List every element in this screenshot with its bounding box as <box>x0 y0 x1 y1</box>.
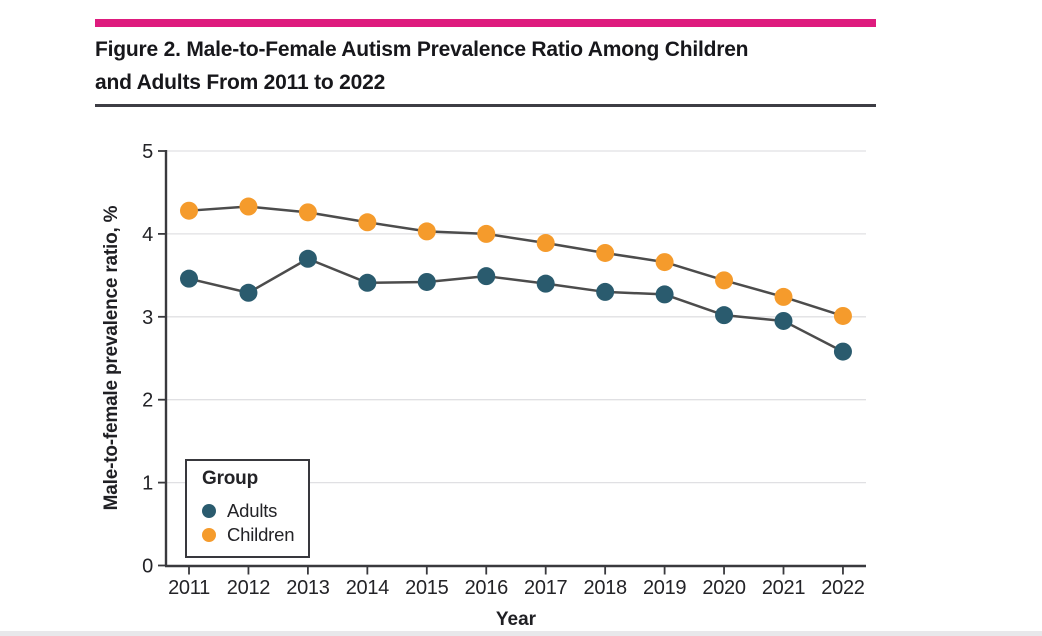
x-tick-label-2018: 2018 <box>584 577 627 599</box>
x-tick-label-2011: 2011 <box>168 577 210 599</box>
data-point-adults-2012 <box>239 283 258 302</box>
data-point-children-2015 <box>417 222 436 241</box>
data-point-adults-2021 <box>774 311 793 330</box>
data-point-adults-2020 <box>715 306 734 325</box>
data-point-children-2012 <box>239 197 258 216</box>
data-point-children-2016 <box>477 224 496 243</box>
data-point-children-2017 <box>536 234 555 253</box>
figure-title-line1: Figure 2. Male-to-Female Autism Prevalen… <box>95 38 749 61</box>
legend-item-children: Children <box>202 523 308 547</box>
data-point-adults-2019 <box>655 285 674 304</box>
data-point-children-2018 <box>596 243 615 262</box>
x-tick-label-2012: 2012 <box>227 577 270 599</box>
x-axis-title: Year <box>495 609 537 630</box>
x-tick-label-2014: 2014 <box>346 577 389 599</box>
data-point-adults-2014 <box>358 273 377 292</box>
x-tick-label-2019: 2019 <box>643 577 686 599</box>
y-tick-label-1: 1 <box>142 473 153 495</box>
x-tick-label-2015: 2015 <box>405 577 448 599</box>
data-point-adults-2011 <box>180 269 198 288</box>
legend-label-children: Children <box>227 524 295 545</box>
data-point-children-2020 <box>715 271 734 290</box>
legend-title: Group <box>202 468 258 489</box>
data-point-children-2013 <box>298 203 317 222</box>
figure-title-line2: and Adults From 2011 to 2022 <box>95 71 386 94</box>
legend: Group Adults Children <box>185 459 310 558</box>
adults-series-marker <box>202 504 216 518</box>
data-point-adults-2015 <box>417 272 436 291</box>
y-tick-label-0: 0 <box>142 556 153 578</box>
y-tick-label-4: 4 <box>142 224 153 246</box>
figure-title: Figure 2. Male-to-Female Autism Prevalen… <box>95 33 895 99</box>
x-tick-label-2022: 2022 <box>821 577 864 599</box>
y-tick-label-5: 5 <box>142 141 153 163</box>
page-edge <box>0 631 1042 636</box>
x-tick-label-2021: 2021 <box>762 577 805 599</box>
series-line-adults <box>188 257 844 353</box>
data-point-adults-2017 <box>536 274 555 293</box>
data-point-adults-2013 <box>298 249 317 268</box>
data-point-adults-2022 <box>833 342 852 361</box>
data-point-children-2011 <box>180 201 198 220</box>
data-point-children-2019 <box>655 253 674 272</box>
data-point-adults-2016 <box>477 267 496 286</box>
x-tick-label-2013: 2013 <box>286 577 329 599</box>
y-tick-label-3: 3 <box>142 307 153 329</box>
title-divider <box>95 104 876 107</box>
x-tick-label-2016: 2016 <box>465 577 508 599</box>
y-tick-label-2: 2 <box>142 390 153 412</box>
accent-bar <box>95 19 876 27</box>
data-point-children-2021 <box>774 287 793 306</box>
x-tick-label-2017: 2017 <box>524 577 567 599</box>
data-point-adults-2018 <box>596 282 615 301</box>
data-point-children-2022 <box>833 306 852 325</box>
x-tick-label-2020: 2020 <box>702 577 745 599</box>
data-point-children-2014 <box>358 213 377 232</box>
legend-label-adults: Adults <box>227 500 278 521</box>
children-series-marker <box>202 528 216 542</box>
legend-item-adults: Adults <box>202 499 308 523</box>
y-axis-title: Male-to-female prevalence ratio, % <box>101 205 122 511</box>
series-line-children <box>188 205 844 318</box>
